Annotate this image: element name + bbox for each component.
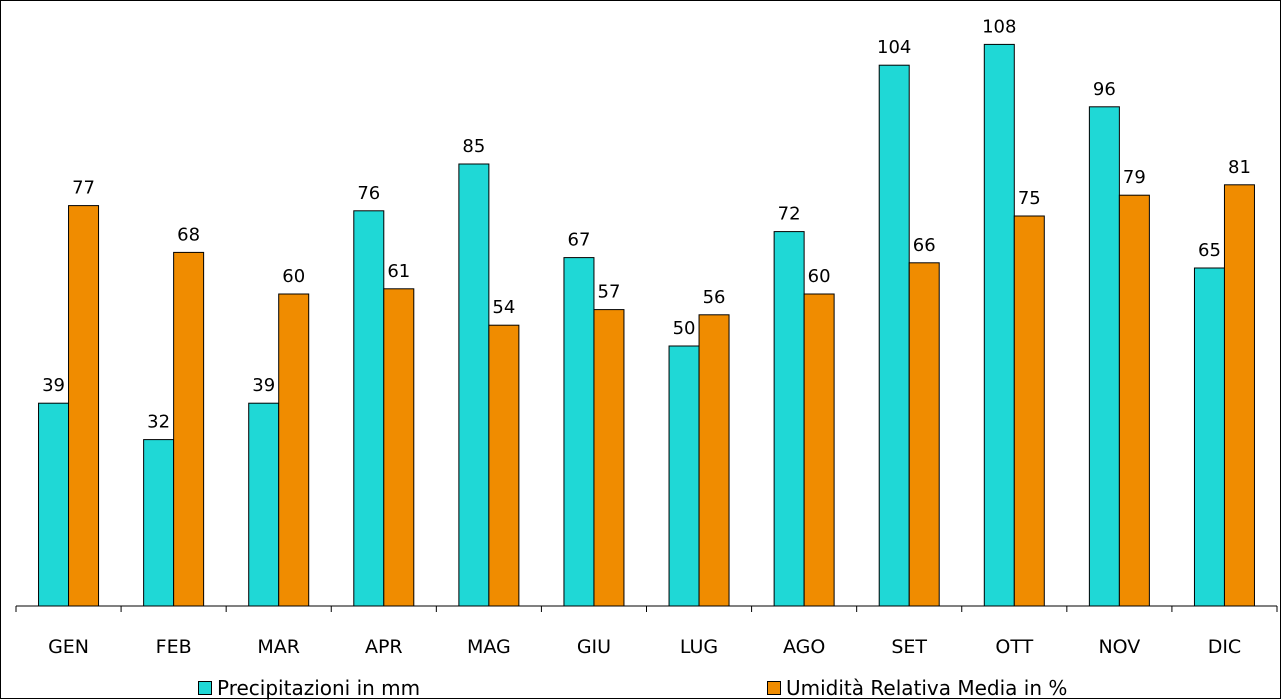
category-label-set: SET xyxy=(891,636,927,658)
data-label-precipitazioni-in-mm-mag: 85 xyxy=(462,136,485,157)
bar-umidita-relativa-media-in-ott xyxy=(1013,215,1045,607)
data-label-umidita-relativa-media-in-apr: 61 xyxy=(387,261,410,282)
bar-precipitazioni-in-mm-mar xyxy=(248,402,280,607)
data-label-umidita-relativa-media-in-ago: 60 xyxy=(808,266,831,287)
bar-umidita-relativa-media-in-giu xyxy=(593,309,625,607)
data-label-umidita-relativa-media-in-feb: 68 xyxy=(177,224,200,245)
category-label-feb: FEB xyxy=(156,636,192,658)
data-label-umidita-relativa-media-in-ott: 75 xyxy=(1018,188,1041,209)
data-label-umidita-relativa-media-in-mar: 60 xyxy=(282,266,305,287)
data-label-umidita-relativa-media-in-set: 66 xyxy=(913,235,936,256)
bar-umidita-relativa-media-in-set xyxy=(908,262,940,607)
data-label-precipitazioni-in-mm-dic: 65 xyxy=(1198,240,1221,261)
category-label-mag: MAG xyxy=(467,636,511,658)
bar-umidita-relativa-media-in-ago xyxy=(803,293,835,607)
bar-precipitazioni-in-mm-ott xyxy=(983,43,1015,607)
bar-precipitazioni-in-mm-apr xyxy=(353,210,385,607)
bars-layer xyxy=(38,43,1255,607)
category-label-apr: APR xyxy=(365,636,403,658)
category-label-giu: GIU xyxy=(577,636,611,658)
legend-label-umidita: Umidità Relativa Media in % xyxy=(786,676,1068,700)
category-label-dic: DIC xyxy=(1208,636,1242,658)
data-label-umidita-relativa-media-in-dic: 81 xyxy=(1228,157,1251,178)
bar-umidita-relativa-media-in-mar xyxy=(278,293,310,607)
category-label-mar: MAR xyxy=(257,636,300,658)
bar-precipitazioni-in-mm-mag xyxy=(458,163,490,607)
bar-umidita-relativa-media-in-apr xyxy=(383,288,415,607)
legend-swatch-precipitazioni xyxy=(198,681,212,695)
category-label-ago: AGO xyxy=(783,636,825,658)
data-label-precipitazioni-in-mm-nov: 96 xyxy=(1093,79,1116,100)
category-labels-layer: GEN FEB MAR APR MAG GIU LUG AGO SET OTT NOV DIC xyxy=(48,636,1241,658)
data-label-precipitazioni-in-mm-feb: 32 xyxy=(147,412,170,433)
data-labels-layer: 39 77 32 68 39 60 76 61 85 54 67 57 50 56 72 60 104 66 108… xyxy=(42,16,1251,432)
data-label-umidita-relativa-media-in-gen: 77 xyxy=(72,178,95,199)
data-label-umidita-relativa-media-in-lug: 56 xyxy=(703,287,726,308)
bar-umidita-relativa-media-in-dic xyxy=(1223,184,1255,607)
bar-umidita-relativa-media-in-lug xyxy=(698,314,730,607)
data-label-precipitazioni-in-mm-gen: 39 xyxy=(42,375,65,396)
legend-item-precipitazioni: Precipitazioni in mm xyxy=(198,676,421,700)
data-label-precipitazioni-in-mm-ott: 108 xyxy=(982,16,1016,37)
bar-precipitazioni-in-mm-lug xyxy=(668,345,700,607)
bar-umidita-relativa-media-in-feb xyxy=(173,251,205,607)
data-label-precipitazioni-in-mm-mar: 39 xyxy=(252,375,275,396)
category-label-ott: OTT xyxy=(995,636,1033,658)
bar-precipitazioni-in-mm-feb xyxy=(143,439,175,607)
bar-precipitazioni-in-mm-set xyxy=(878,64,910,607)
bar-precipitazioni-in-mm-gen xyxy=(38,402,70,607)
category-label-lug: LUG xyxy=(680,636,718,658)
x-axis-ticks xyxy=(15,606,1278,612)
category-label-gen: GEN xyxy=(48,636,89,658)
category-label-nov: NOV xyxy=(1098,636,1140,658)
bar-precipitazioni-in-mm-giu xyxy=(563,257,595,607)
data-label-umidita-relativa-media-in-mag: 54 xyxy=(492,297,515,318)
data-label-umidita-relativa-media-in-nov: 79 xyxy=(1123,167,1146,188)
data-label-precipitazioni-in-mm-apr: 76 xyxy=(357,183,380,204)
legend-swatch-umidita xyxy=(767,681,781,695)
data-label-precipitazioni-in-mm-giu: 67 xyxy=(568,230,591,251)
legend-item-umidita: Umidità Relativa Media in % xyxy=(767,676,1068,700)
bar-precipitazioni-in-mm-ago xyxy=(773,231,805,607)
bar-umidita-relativa-media-in-mag xyxy=(488,324,520,607)
data-label-precipitazioni-in-mm-lug: 50 xyxy=(673,318,696,339)
bar-umidita-relativa-media-in-nov xyxy=(1118,194,1150,607)
bar-umidita-relativa-media-in-gen xyxy=(68,205,100,607)
data-label-umidita-relativa-media-in-giu: 57 xyxy=(598,282,621,303)
legend-label-precipitazioni: Precipitazioni in mm xyxy=(217,676,421,700)
data-label-precipitazioni-in-mm-ago: 72 xyxy=(778,204,801,225)
data-label-precipitazioni-in-mm-set: 104 xyxy=(877,37,911,58)
bar-precipitazioni-in-mm-nov xyxy=(1088,106,1120,607)
bar-precipitazioni-in-mm-dic xyxy=(1193,267,1225,607)
